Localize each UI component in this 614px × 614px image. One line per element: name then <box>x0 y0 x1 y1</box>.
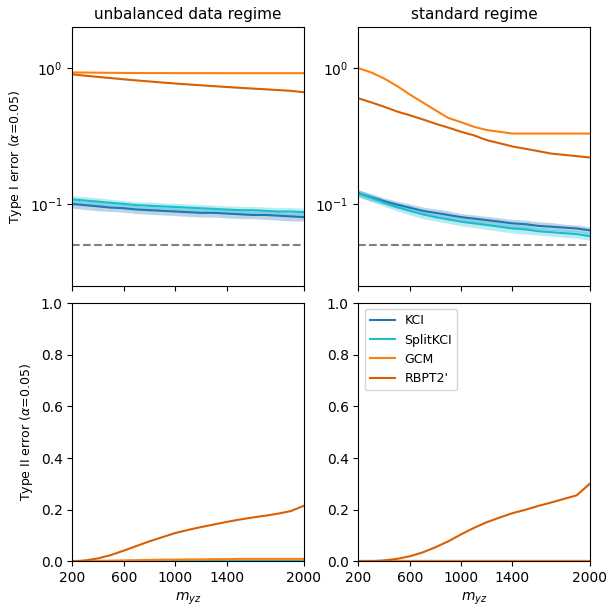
X-axis label: $m_{yz}$: $m_{yz}$ <box>175 591 201 607</box>
Legend: KCI, SplitKCI, GCM, RBPT2': KCI, SplitKCI, GCM, RBPT2' <box>365 309 457 390</box>
Title: standard regime: standard regime <box>411 7 537 22</box>
Title: unbalanced data regime: unbalanced data regime <box>94 7 282 22</box>
Y-axis label: Type I error ($\alpha$=0.05): Type I error ($\alpha$=0.05) <box>7 90 24 223</box>
X-axis label: $m_{yz}$: $m_{yz}$ <box>460 591 488 607</box>
Y-axis label: Type II error ($\alpha$=0.05): Type II error ($\alpha$=0.05) <box>18 363 35 501</box>
